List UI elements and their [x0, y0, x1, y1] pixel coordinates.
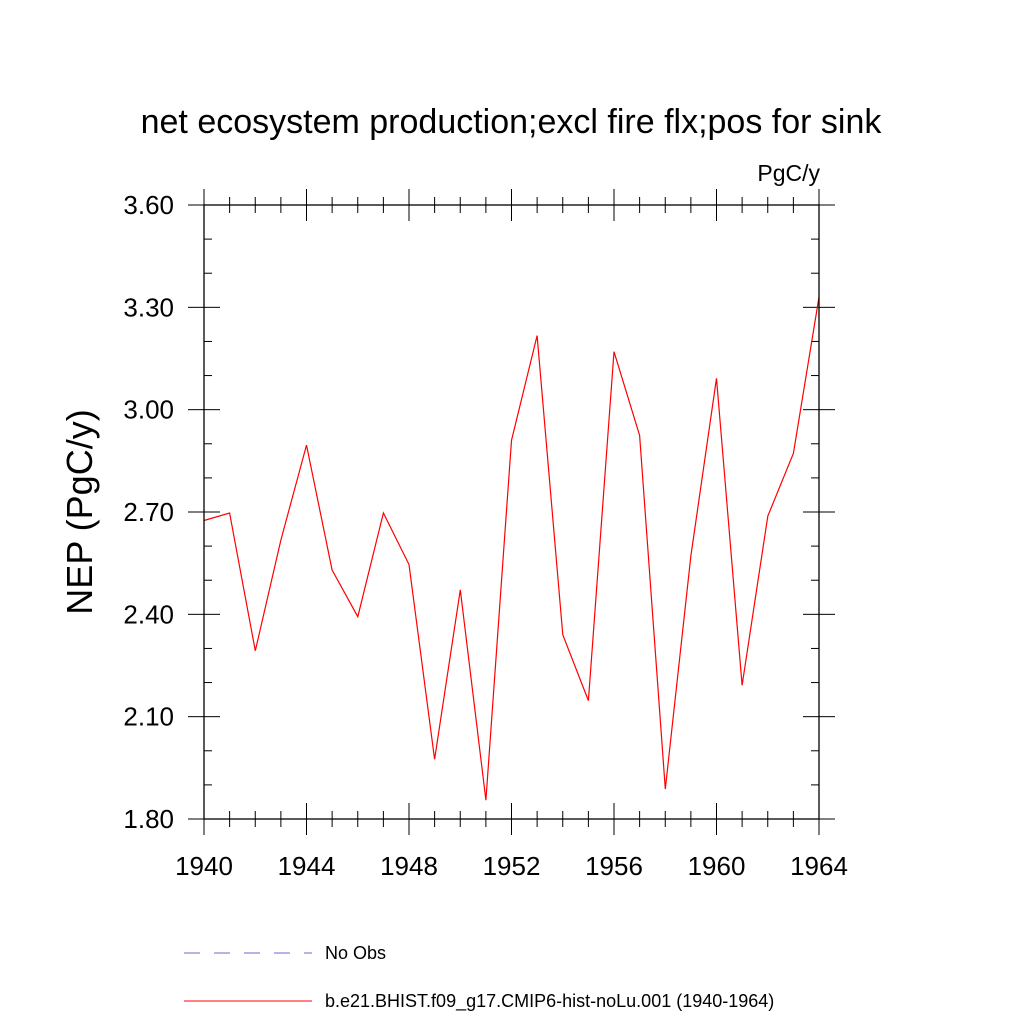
chart-title: net ecosystem production;excl fire flx;p… [141, 103, 883, 141]
x-tick-label: 1940 [175, 851, 233, 881]
y-tick-label: 3.30 [123, 292, 174, 322]
y-tick-label: 3.60 [123, 190, 174, 220]
y-tick-label: 2.70 [123, 497, 174, 527]
y-tick-label: 1.80 [123, 804, 174, 834]
series-layer [203, 297, 820, 801]
units-label: PgC/y [757, 160, 820, 186]
y-tick-label: 2.10 [123, 702, 174, 732]
x-tick-label: 1952 [483, 851, 541, 881]
x-tick-label: 1948 [380, 851, 438, 881]
series-line [203, 297, 820, 801]
tick-labels-layer: 1940 1944 1948 1952 1956 1960 1964 1.80 2.10 2.40… [123, 190, 848, 881]
y-tick-label: 3.00 [123, 395, 174, 425]
x-tick-label: 1960 [688, 851, 746, 881]
x-tick-label: 1956 [585, 851, 643, 881]
y-axis-label: NEP (PgC/y) [59, 409, 100, 614]
legend: No Obs b.e21.BHIST.f09_g17.CMIP6-hist-no… [184, 943, 774, 1012]
x-tick-label: 1964 [790, 851, 848, 881]
ticks-layer [188, 189, 835, 835]
plot-frame [203, 204, 820, 820]
legend-label-model-run: b.e21.BHIST.f09_g17.CMIP6-hist-noLu.001 … [325, 991, 774, 1012]
legend-label-no-obs: No Obs [325, 943, 386, 963]
y-tick-label: 2.40 [123, 599, 174, 629]
x-tick-label: 1944 [278, 851, 336, 881]
